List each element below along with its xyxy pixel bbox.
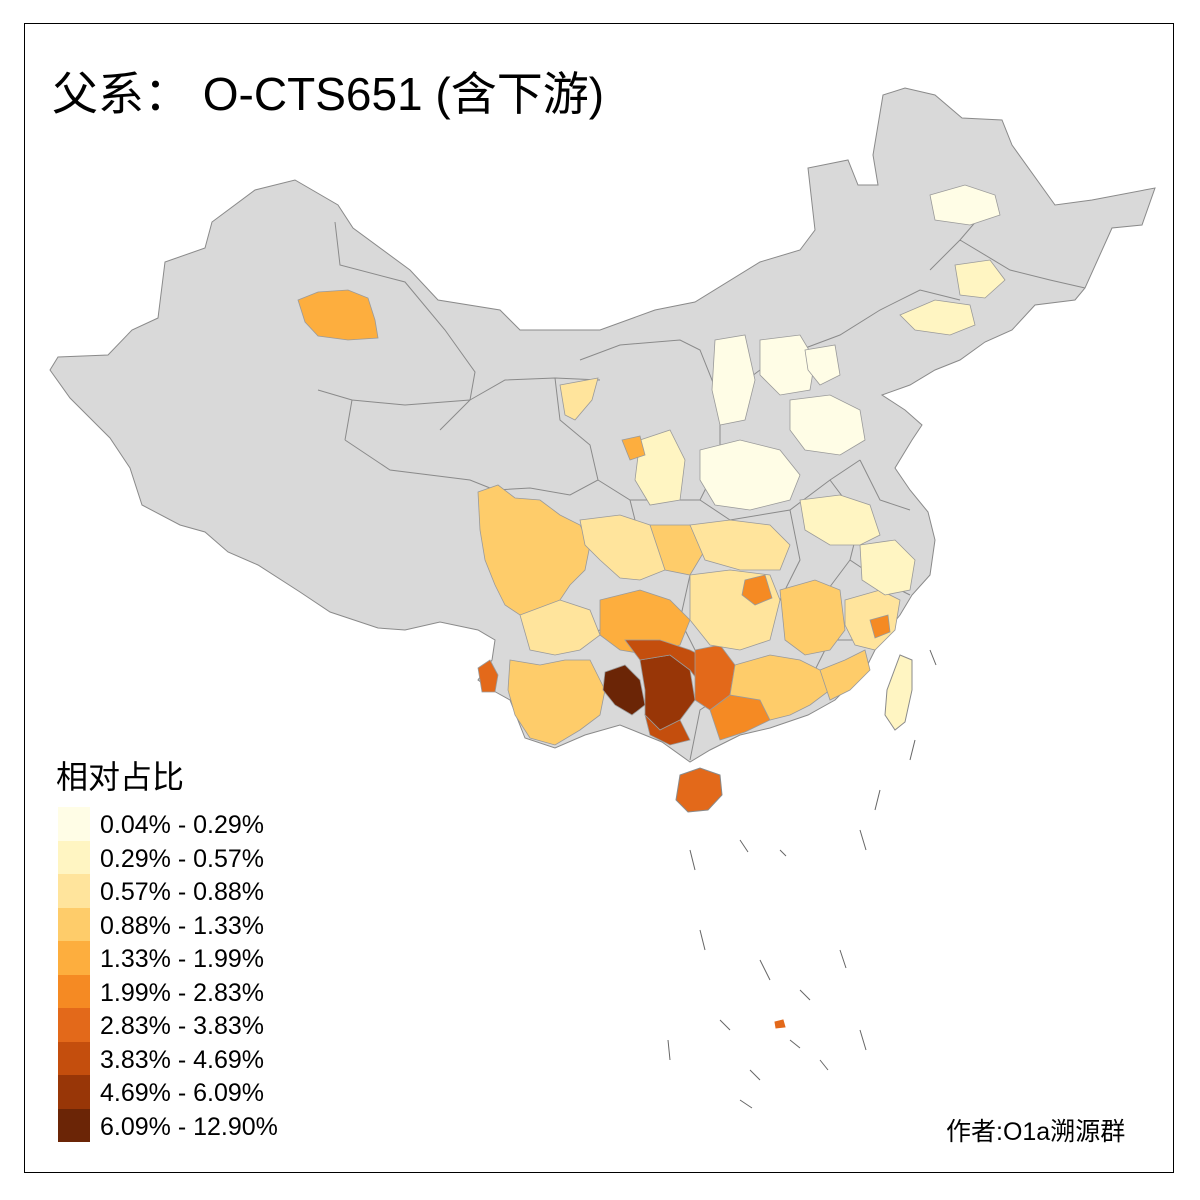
choropleth-regions <box>297 184 1006 746</box>
legend-swatch <box>58 1008 90 1042</box>
region-shanxi <box>711 334 756 426</box>
region-shandong <box>789 394 866 456</box>
region-jilin <box>954 259 1006 299</box>
legend-label: 6.09% - 12.90% <box>100 1112 278 1141</box>
legend-swatch <box>58 807 90 841</box>
legend-item: 4.69% - 6.09% <box>58 1075 358 1109</box>
legend-swatch <box>58 1075 90 1109</box>
legend-swatch <box>58 1041 90 1075</box>
legend-label: 3.83% - 4.69% <box>100 1045 264 1074</box>
region-guizhou <box>599 589 691 656</box>
region-chongqing <box>649 524 706 576</box>
region-jiangxi <box>779 579 846 656</box>
region-shaanxi <box>634 429 686 506</box>
legend-swatch <box>58 840 90 874</box>
legend-item: 0.57% - 0.88% <box>58 874 358 908</box>
legend: 0.04% - 0.29% 0.29% - 0.57% 0.57% - 0.88… <box>58 807 358 1142</box>
legend-item: 3.83% - 4.69% <box>58 1041 358 1075</box>
region-liaoning <box>899 299 976 336</box>
legend-swatch <box>58 874 90 908</box>
region-sichuan-west <box>477 484 591 616</box>
legend-label: 2.83% - 3.83% <box>100 1012 264 1040</box>
legend-item: 2.83% - 3.83% <box>58 1008 358 1042</box>
hainan-island <box>675 767 723 813</box>
region-heilongjiang <box>929 184 1001 226</box>
legend-label: 0.57% - 0.88% <box>100 878 264 906</box>
legend-label: 1.33% - 1.99% <box>100 945 264 973</box>
legend-item: 0.04% - 0.29% <box>58 807 358 841</box>
legend-item: 0.88% - 1.33% <box>58 907 358 941</box>
region-zhejiang <box>859 539 916 596</box>
legend-title: 相对占比 <box>56 759 185 795</box>
region-hunan-spot <box>741 574 773 606</box>
legend-label: 0.29% - 0.57% <box>100 844 264 873</box>
region-henan <box>699 439 801 511</box>
region-hubei <box>689 519 791 571</box>
legend-swatch <box>58 974 90 1008</box>
legend-label: 0.88% - 1.33% <box>100 911 264 940</box>
region-yunnan-south <box>507 659 606 746</box>
region-guangxi-west-core <box>602 664 646 716</box>
map-title: 父系： O-CTS651 (含下游) <box>52 68 605 120</box>
region-gansu-strip <box>559 377 599 421</box>
legend-swatch <box>58 941 90 975</box>
region-xinjiang-spot <box>297 289 379 341</box>
south-sea-islands <box>667 649 937 1109</box>
legend-label: 1.99% - 2.83% <box>100 978 264 1007</box>
island-marks <box>667 649 937 1109</box>
region-yunnan-west <box>477 659 499 693</box>
region-anhui-jiangsu <box>799 494 881 546</box>
legend-item: 6.09% - 12.90% <box>58 1108 358 1142</box>
mainland-region <box>49 87 1156 763</box>
author-credit: 作者:O1a溯源群 <box>946 1118 1126 1146</box>
legend-swatch <box>58 1108 90 1142</box>
region-yunnan-north <box>519 599 601 656</box>
region-guangxi-south <box>644 713 691 746</box>
region-hebei <box>759 334 816 396</box>
region-guangdong-east <box>819 649 871 701</box>
legend-item: 1.99% - 2.83% <box>58 974 358 1008</box>
region-guangdong <box>729 654 831 721</box>
legend-item: 0.29% - 0.57% <box>58 840 358 874</box>
legend-label: 4.69% - 6.09% <box>100 1079 264 1107</box>
legend-label: 0.04% - 0.29% <box>100 811 264 839</box>
region-sichuan-east <box>579 514 671 581</box>
legend-item: 1.33% - 1.99% <box>58 941 358 975</box>
taiwan-island <box>884 654 913 731</box>
island-spot <box>774 1019 786 1029</box>
region-beijing-tianjin <box>804 344 841 386</box>
region-shaanxi-spot <box>621 435 646 461</box>
region-fujian-coast <box>869 614 891 639</box>
legend-swatch <box>58 907 90 941</box>
